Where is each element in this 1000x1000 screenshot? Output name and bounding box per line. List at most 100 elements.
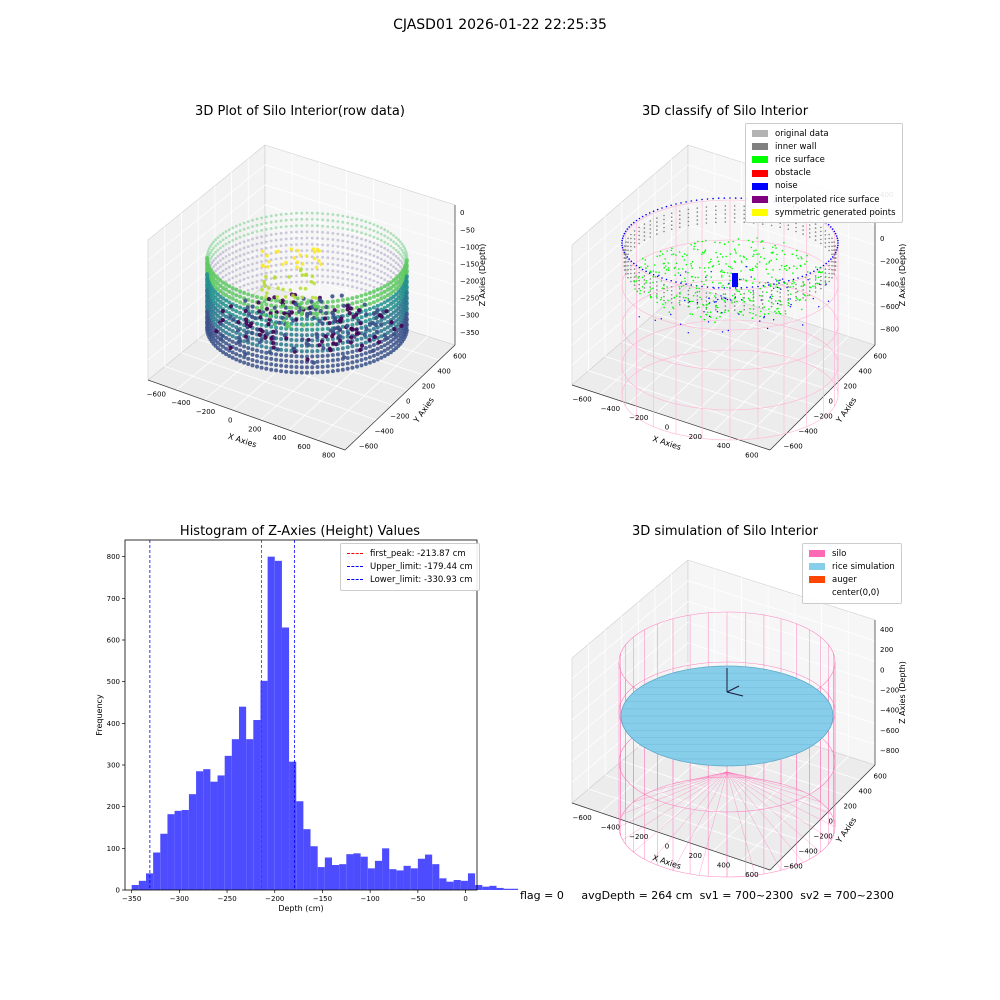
point: [299, 311, 304, 316]
point: [363, 335, 368, 340]
rice-surface-point: [737, 312, 739, 315]
point: [355, 300, 359, 305]
point: [330, 304, 335, 309]
point: [242, 307, 247, 311]
point: [403, 305, 408, 310]
point: [346, 221, 350, 225]
point: [313, 304, 318, 309]
inner-wall-point: [630, 276, 632, 279]
rice-surface-point: [740, 270, 742, 272]
rice-surface-point: [722, 271, 724, 273]
point: [400, 248, 404, 252]
noise-point: [751, 286, 754, 288]
point: [205, 314, 209, 319]
rice-surface-point: [697, 248, 699, 251]
point: [284, 262, 288, 266]
point: [209, 323, 214, 328]
point: [210, 248, 214, 252]
inner-wall-point: [795, 230, 797, 233]
point: [250, 304, 255, 309]
grid-line: [638, 327, 831, 391]
histogram-title: Histogram of Z-Axies (Height) Values: [179, 524, 421, 539]
rice-surface-point: [678, 301, 681, 304]
point: [259, 349, 264, 354]
x-tick-label: −350: [122, 895, 141, 903]
y-tick-label: −200: [390, 413, 409, 421]
point: [355, 359, 359, 364]
inner-wall-point: [696, 207, 699, 209]
legend-label: Upper_limit: -179.44 cm: [370, 561, 473, 572]
point: [355, 217, 359, 221]
point: [360, 256, 363, 260]
x-tick-label: 200: [689, 852, 702, 860]
point: [346, 240, 350, 244]
point: [320, 359, 325, 364]
point: [279, 353, 284, 357]
y-tick-label: 600: [874, 353, 887, 361]
point: [251, 225, 254, 228]
point: [253, 316, 258, 321]
point: [404, 274, 409, 279]
point: [385, 303, 390, 308]
point: [289, 354, 294, 358]
point: [325, 321, 330, 326]
point: [210, 286, 214, 290]
point: [402, 270, 407, 275]
point: [391, 321, 396, 326]
histogram-bar: [188, 794, 197, 890]
point: [227, 247, 231, 250]
point: [398, 293, 403, 298]
point: [231, 276, 235, 280]
point: [242, 328, 247, 333]
point: [394, 304, 398, 308]
inner-wall-point: [715, 221, 717, 224]
point: [208, 267, 213, 272]
rice-surface-point: [752, 241, 754, 243]
point: [295, 274, 298, 278]
rice-surface-point: [793, 282, 795, 284]
point: [274, 282, 278, 286]
point: [206, 280, 210, 284]
grid-line: [248, 298, 440, 361]
point: [345, 302, 350, 307]
rice-surface-point: [758, 261, 761, 263]
point: [224, 287, 229, 292]
point: [205, 290, 210, 295]
inner-wall-point: [770, 224, 773, 227]
rice-surface-point: [671, 247, 673, 249]
point: [242, 290, 246, 294]
point: [227, 337, 232, 342]
grid-line: [147, 224, 456, 321]
silo-wire: [672, 771, 728, 784]
point: [404, 319, 409, 324]
rice-surface-point: [803, 284, 805, 287]
point: [264, 284, 268, 287]
point: [394, 303, 399, 308]
point: [372, 334, 378, 339]
noise-point: [776, 280, 778, 282]
y-axis-label: Y Axies: [834, 816, 859, 846]
grid-line: [181, 352, 377, 421]
point: [326, 237, 330, 241]
inner-wall-point: [649, 232, 652, 234]
point: [298, 286, 303, 291]
rice-surface-point: [796, 290, 799, 293]
point: [274, 226, 278, 230]
point: [402, 335, 407, 339]
inner-wall-point: [820, 287, 822, 290]
inner-wall-point: [633, 284, 636, 286]
point: [375, 346, 380, 351]
point: [367, 296, 372, 301]
point: [389, 244, 393, 248]
point: [394, 292, 399, 297]
inner-wall-point: [795, 226, 797, 229]
noise-point: [713, 301, 716, 303]
point: [221, 232, 225, 235]
point: [389, 275, 393, 279]
point: [355, 337, 359, 342]
point: [350, 317, 355, 322]
point: [335, 304, 340, 309]
point: [333, 318, 338, 323]
noise-point: [696, 301, 699, 304]
rice-surface-point: [778, 286, 780, 289]
